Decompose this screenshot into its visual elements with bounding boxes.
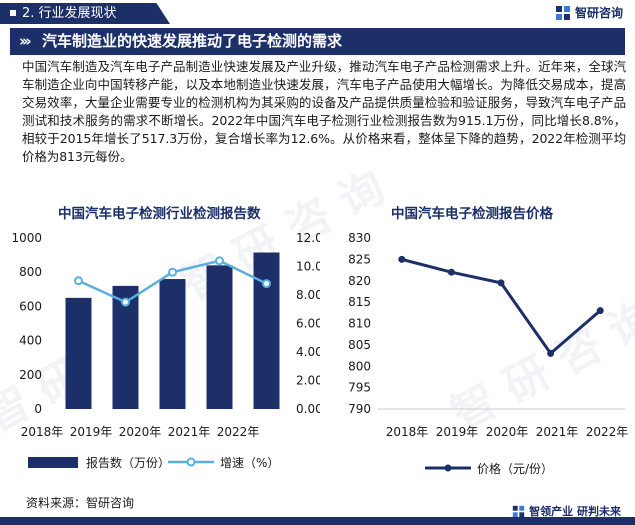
price-line — [401, 257, 602, 356]
y-tick-label: 825 — [348, 252, 371, 266]
footer-bar — [0, 517, 635, 525]
x-tick-label: 2021年 — [536, 425, 579, 439]
right-chart-title: 中国汽车电子检测报告价格 — [391, 206, 553, 222]
page-title: ››› 汽车制造业的快速发展推动了电子检测的需求 — [10, 28, 625, 55]
price-point — [596, 307, 604, 315]
x-tick-label: 2019年 — [70, 425, 113, 439]
y-left-tick-label: 400 — [19, 334, 42, 348]
y-tick-label: 815 — [348, 295, 371, 309]
bar — [159, 279, 186, 409]
y-right-tick-label: 2.00% — [296, 374, 320, 388]
x-tick-label: 2020年 — [119, 425, 162, 439]
y-left-tick-label: 1000 — [11, 231, 42, 245]
body-paragraph: 中国汽车制造及汽车电子产品制造业快速发展及产业升级，推动汽车电子产品检测需求上升… — [22, 59, 626, 164]
y-left-tick-label: 200 — [19, 368, 42, 382]
y-tick-label: 810 — [348, 317, 371, 331]
price-point — [547, 349, 555, 357]
y-right-tick-label: 12.00% — [296, 231, 320, 245]
x-tick-label: 2018年 — [21, 425, 64, 439]
section-label: 2. 行业发展现状 — [0, 3, 170, 24]
brand-logo-icon — [555, 5, 570, 20]
y-tick-label: 805 — [348, 338, 371, 352]
growth-point — [168, 267, 177, 277]
footer-logo-icon — [512, 505, 525, 517]
bar — [65, 297, 92, 409]
y-right-tick-label: 6.00% — [296, 317, 320, 331]
footer-logo-text: 智领产业 研判未来 — [529, 505, 621, 518]
legend-line-marker — [186, 457, 196, 467]
y-right-tick-label: 8.00% — [296, 288, 320, 302]
legend-line-label: 增速（%） — [220, 456, 279, 470]
bar — [206, 265, 233, 409]
y-right-tick-label: 0.00% — [296, 402, 320, 416]
price-point — [398, 255, 406, 263]
square-icon — [10, 9, 16, 16]
data-source: 资料来源：智研咨询 — [26, 496, 135, 510]
brand-logo: 智研咨询 — [555, 4, 623, 21]
growth-point — [74, 276, 83, 286]
x-tick-label: 2021年 — [168, 425, 211, 439]
growth-point — [215, 256, 224, 266]
y-tick-label: 790 — [348, 402, 371, 416]
left-chart-title: 中国汽车电子检测行业检测报告数 — [58, 206, 261, 222]
report-count-chart: 0 200 400 600 800 1000 0.00% 2.00% 4.00% 6.00% 8.0… — [11, 231, 320, 470]
y-left-tick-label: 0 — [34, 402, 42, 416]
bar — [253, 252, 280, 409]
x-tick-label: 2022年 — [586, 425, 629, 439]
y-tick-label: 795 — [348, 381, 371, 395]
price-point — [497, 279, 505, 287]
y-tick-label: 820 — [348, 274, 371, 288]
footer-logo: 智领产业 研判未来 — [508, 503, 625, 519]
growth-point — [121, 297, 130, 307]
legend-line-label: 价格（元/份） — [477, 461, 553, 476]
legend-bar-label: 报告数（万份） — [86, 455, 170, 470]
y-left-tick-label: 600 — [19, 299, 42, 313]
price-point — [447, 268, 455, 276]
y-right-tick-label: 4.00% — [296, 345, 320, 359]
legend-line-marker — [444, 464, 452, 472]
y-tick-label: 830 — [348, 231, 371, 245]
y-left-tick-label: 800 — [19, 265, 42, 279]
legend-bar-swatch — [28, 457, 78, 468]
y-tick-label: 800 — [348, 359, 371, 373]
x-tick-label: 2018年 — [386, 425, 429, 439]
top-bar: 2. 行业发展现状 智研咨询 — [0, 0, 635, 26]
x-tick-label: 2022年 — [217, 425, 260, 439]
x-tick-label: 2019年 — [436, 425, 479, 439]
x-tick-label: 2020年 — [486, 425, 529, 439]
chevrons-icon: ››› — [19, 32, 31, 50]
y-right-tick-label: 10.00% — [296, 260, 320, 274]
report-price-chart: 790 795 800 805 810 815 820 825 830 2018年 2019年 202… — [348, 231, 629, 476]
brand-logo-text: 智研咨询 — [574, 6, 623, 20]
growth-point — [262, 279, 271, 289]
